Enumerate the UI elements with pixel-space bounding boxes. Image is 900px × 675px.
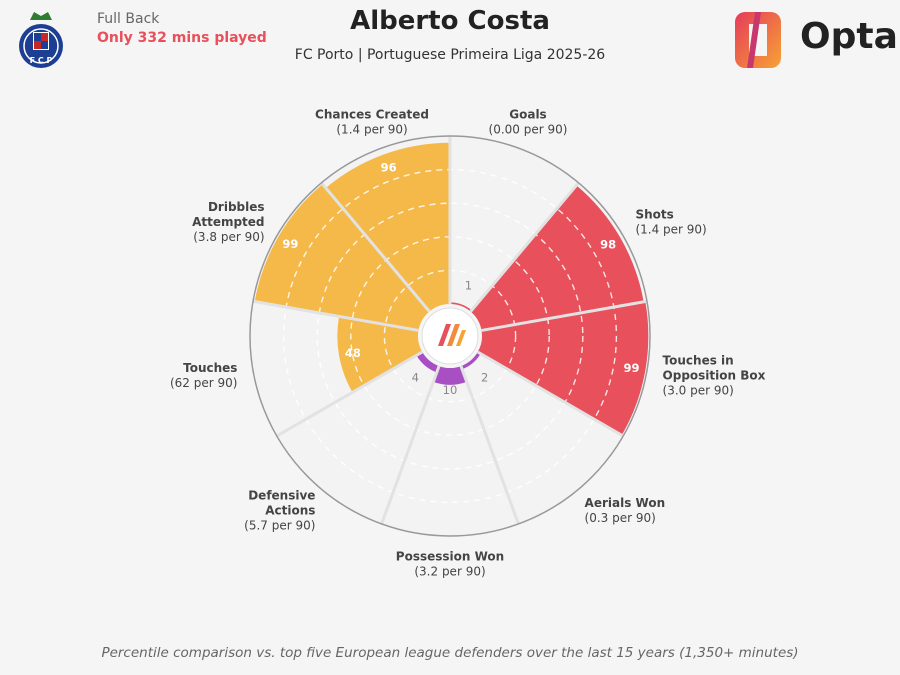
percentile-label: 4 (412, 370, 419, 384)
spoke (320, 181, 431, 313)
bar-touches (337, 316, 423, 393)
crest-letters: F C P (30, 56, 53, 65)
spoke (476, 350, 624, 438)
player-position: Full Back (97, 11, 160, 27)
chart-footnote: Percentile comparison vs. top five Europ… (101, 645, 799, 661)
percentile-label: 99 (624, 361, 640, 375)
percentile-label: 48 (345, 346, 361, 360)
category-label: Possession Won (3.2 per 90) (396, 550, 504, 579)
spoke (252, 299, 419, 332)
spoke (380, 365, 441, 525)
category-label: Touches (62 per 90) (170, 361, 237, 390)
percentile-label: 2 (481, 370, 488, 384)
spoke (469, 181, 580, 313)
brand-name: Opta (800, 16, 898, 57)
category-label: Touches in Opposition Box (3.0 per 90) (663, 354, 766, 398)
percentile-label: 98 (600, 238, 616, 252)
opta-logo-icon (735, 12, 781, 68)
bar-dribbles-attempted (254, 184, 430, 331)
team-league-subtitle: FC Porto | Portuguese Primeira Liga 2025… (294, 47, 606, 63)
category-label: Chances Created (1.4 per 90) (315, 107, 429, 136)
category-label: Dribbles Attempted (3.8 per 90) (192, 200, 264, 244)
category-label: Defensive Actions (5.7 per 90) (244, 489, 315, 533)
category-label: Goals (0.00 per 90) (489, 107, 568, 136)
spoke (276, 350, 424, 438)
outer-ring (249, 135, 651, 537)
percentile-label: 96 (381, 161, 397, 175)
percentile-label: 1 (465, 278, 472, 292)
bar-touches-in-opposition-box (477, 301, 649, 436)
center-logo-icon (421, 307, 479, 365)
category-label: Aerials Won (0.3 per 90) (585, 496, 666, 525)
gridline (316, 202, 584, 470)
bar-defensive-actions (416, 352, 440, 373)
spoke (481, 299, 648, 332)
bar-aerials-won (460, 352, 481, 370)
percentile-label: 10 (443, 383, 458, 397)
player-name: Alberto Costa (350, 6, 550, 36)
minutes-played-note: Only 332 mins played (97, 30, 267, 46)
spoke (459, 365, 520, 525)
center-mark-icon (438, 324, 466, 346)
bar-chances-created (325, 142, 450, 312)
sector-background (460, 352, 624, 524)
percentile-label: 99 (282, 237, 298, 251)
category-label: Shots (1.4 per 90) (635, 208, 706, 237)
sector-background (381, 366, 519, 536)
sector-background (276, 352, 440, 524)
club-crest-icon: F C P (19, 12, 63, 68)
bar-possession-won (433, 366, 467, 385)
sector-background (450, 136, 579, 312)
